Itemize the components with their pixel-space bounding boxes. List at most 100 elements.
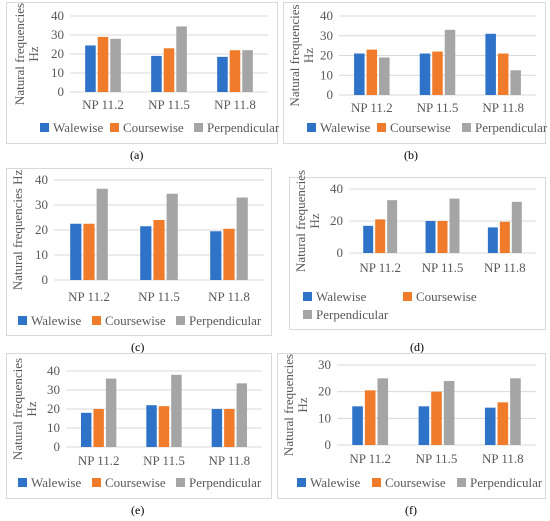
legend-label: Coursewise [416, 289, 477, 304]
bar-perpendicular-np-11.8 [510, 378, 521, 445]
bar-walewise-np-11.2 [80, 412, 92, 447]
bar-coursewise-np-11.5 [432, 51, 443, 95]
legend-label: Walewise [316, 289, 366, 304]
y-tick-label: 40 [320, 8, 333, 23]
chart-panel-c: 0 10 20 30 40 Natural frequencies Hz NP 11.2 NP… [6, 168, 272, 336]
y-tick-label: 40 [330, 181, 343, 196]
legend-label: Coursewise [390, 120, 451, 135]
chart-frame [283, 2, 546, 144]
x-category-label: NP 11.8 [484, 260, 526, 275]
bar-coursewise-np-11.2 [366, 49, 378, 95]
bar-perpendicular-np-11.8 [242, 50, 253, 92]
caption-f: (f) [405, 503, 417, 517]
x-category-label: NP 11.2 [349, 451, 391, 466]
y-tick-label: 40 [51, 8, 64, 23]
y-tick-label: 10 [51, 65, 64, 80]
bar-walewise-np-11.5 [425, 221, 436, 253]
x-category-label: NP 11.2 [359, 260, 401, 275]
y-tick-label: 20 [320, 48, 333, 63]
y-tick-label: 40 [35, 172, 48, 187]
chart-svg: 0 10 20 30 Natural frequenciesHz NP 11.2 NP 11… [277, 353, 546, 499]
caption-c: (c) [131, 340, 145, 354]
y-tick-label: 30 [35, 197, 48, 212]
bar-perpendicular-np-11.2 [110, 38, 121, 92]
chart-svg: 0 10 20 30 40 Natural frequenciesHz NP 11.2 NP … [6, 353, 272, 499]
chart-frame [6, 2, 278, 144]
x-category-label: NP 11.8 [208, 289, 250, 304]
bar-coursewise-np-11.2 [97, 36, 109, 92]
caption-e: (e) [131, 503, 145, 517]
chart-frame [6, 353, 272, 499]
legend-label: Coursewise [105, 313, 166, 328]
chart-panel-a: 0 10 20 30 40 Natural frequenciesHz NP 11.2 NP … [6, 2, 280, 144]
bar-walewise-np-11.5 [419, 53, 431, 95]
y-tick-label: 20 [330, 213, 343, 228]
bar-coursewise-np-11.8 [497, 402, 509, 445]
legend-label: Perpendicular [207, 120, 280, 135]
y-axis-label: Natural frequenciesHz [12, 3, 41, 105]
y-tick-label: 0 [58, 84, 65, 99]
chart-panel-b: 0 10 20 30 40 Natural frequenciesHz NP 11.2 NP … [283, 2, 548, 144]
bar-perpendicular-np-11.8 [236, 383, 248, 447]
x-category-label: NP 11.5 [417, 100, 459, 115]
legend-label: Perpendicular [475, 120, 548, 135]
y-tick-label: 30 [47, 382, 60, 397]
legend-swatch [457, 478, 466, 487]
y-axis-label: Natural frequenciesHz [293, 170, 322, 272]
y-axis-label: Natural frequencies Hz [10, 170, 25, 291]
y-tick-label: 10 [318, 410, 331, 425]
legend-label: Perpendicular [189, 475, 262, 490]
y-axis-label: Natural frequenciesHz [287, 4, 316, 106]
x-category-label: NP 11.5 [143, 453, 185, 468]
x-category-label: NP 11.8 [482, 451, 524, 466]
bar-perpendicular-np-11.8 [510, 70, 521, 95]
legend-label: Coursewise [123, 120, 184, 135]
legend-swatch [297, 478, 306, 487]
legend-swatch [462, 123, 471, 132]
y-tick-label: 10 [35, 247, 48, 262]
legend-swatch [377, 123, 386, 132]
bar-walewise-np-11.2 [70, 223, 82, 280]
legend-label: Walewise [310, 475, 360, 490]
x-category-label: NP 11.5 [422, 260, 464, 275]
bar-coursewise-np-11.2 [364, 390, 376, 445]
bar-coursewise-np-11.8 [223, 228, 235, 280]
chart-svg: 0 10 20 30 40 Natural frequenciesHz NP 11.2 NP … [283, 2, 548, 144]
bar-walewise-np-11.2 [352, 406, 363, 445]
chart-svg: 0 10 20 30 40 Natural frequencies Hz NP 11.2 NP… [6, 168, 272, 336]
bar-coursewise-np-11.8 [497, 53, 509, 95]
bar-walewise-np-11.5 [140, 226, 152, 280]
bar-coursewise-np-11.5 [437, 221, 448, 253]
bar-walewise-np-11.8 [217, 56, 228, 92]
y-tick-label: 30 [51, 27, 64, 42]
legend-label: Walewise [31, 313, 81, 328]
legend-label: Coursewise [385, 475, 446, 490]
bar-perpendicular-np-11.8 [511, 201, 522, 253]
bar-perpendicular-np-11.5 [449, 198, 460, 253]
bar-perpendicular-np-11.8 [236, 197, 248, 280]
bar-walewise-np-11.8 [211, 409, 223, 447]
bar-perpendicular-np-11.2 [105, 378, 117, 447]
y-tick-label: 30 [320, 28, 333, 43]
caption-a: (a) [130, 148, 144, 162]
bar-walewise-np-11.5 [151, 55, 162, 92]
legend-swatch [307, 123, 316, 132]
bar-walewise-np-11.5 [146, 405, 157, 447]
y-tick-label: 20 [35, 222, 48, 237]
y-tick-label: 20 [47, 401, 60, 416]
legend-swatch [92, 316, 101, 325]
y-tick-label: 40 [47, 363, 60, 378]
y-tick-label: 20 [51, 46, 64, 61]
caption-b: (b) [404, 148, 418, 162]
legend-swatch [303, 310, 312, 319]
x-category-label: NP 11.2 [82, 97, 124, 112]
chart-frame [6, 168, 272, 336]
bar-coursewise-np-11.8 [499, 221, 510, 253]
x-category-label: NP 11.8 [214, 97, 256, 112]
bar-coursewise-np-11.2 [83, 223, 95, 280]
y-tick-label: 0 [327, 87, 334, 102]
y-tick-label: 0 [337, 245, 344, 260]
legend-swatch [176, 478, 185, 487]
y-axis-label: Natural frequenciesHz [281, 354, 310, 456]
x-category-label: NP 11.2 [351, 100, 393, 115]
